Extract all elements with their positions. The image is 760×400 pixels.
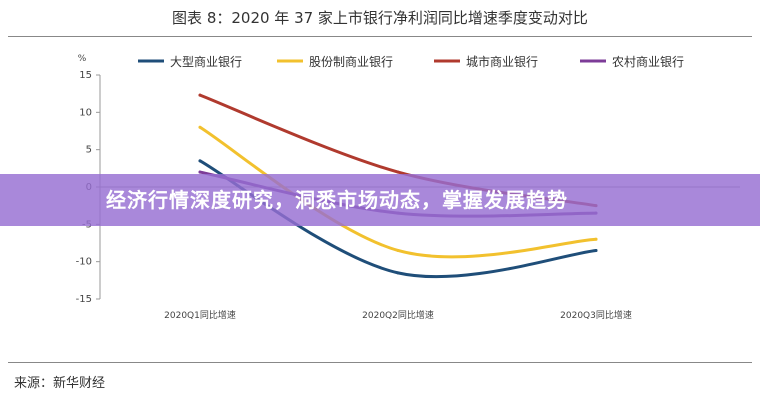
top-rule	[8, 36, 752, 37]
series-1-point-2	[594, 237, 598, 241]
bottom-rule	[8, 362, 752, 363]
series-0-point-2	[594, 248, 598, 252]
y-axis-label: %	[78, 54, 87, 64]
y-tick-label: 10	[79, 107, 92, 118]
source-note: 来源：新华财经	[14, 376, 106, 391]
y-tick-label: -15	[76, 294, 92, 305]
legend-label-1: 股份制商业银行	[309, 54, 393, 69]
legend-label-0: 大型商业银行	[170, 54, 242, 69]
y-tick-label: 15	[79, 70, 92, 81]
chart-title: 图表 8：2020 年 37 家上市银行净利润同比增速季度变动对比	[172, 9, 588, 27]
series-0-point-1	[396, 271, 400, 275]
series-2-point-0	[198, 93, 202, 97]
series-2-point-1	[396, 170, 400, 174]
x-tick-label: 2020Q2同比增速	[362, 309, 434, 321]
series-0-point-0	[198, 159, 202, 163]
series-3-point-0	[198, 170, 202, 174]
x-tick-label: 2020Q1同比增速	[164, 309, 236, 321]
legend-label-2: 城市商业银行	[466, 54, 538, 69]
series-1-point-0	[198, 125, 202, 129]
x-tick-label: 2020Q3同比增速	[560, 309, 632, 321]
y-tick-label: 5	[86, 145, 92, 156]
legend-label-3: 农村商业银行	[612, 54, 684, 69]
y-tick-label: -10	[76, 257, 92, 268]
series-1-point-1	[396, 248, 400, 252]
overlay-banner: 经济行情深度研究，洞悉市场动态，掌握发展趋势	[0, 174, 760, 226]
